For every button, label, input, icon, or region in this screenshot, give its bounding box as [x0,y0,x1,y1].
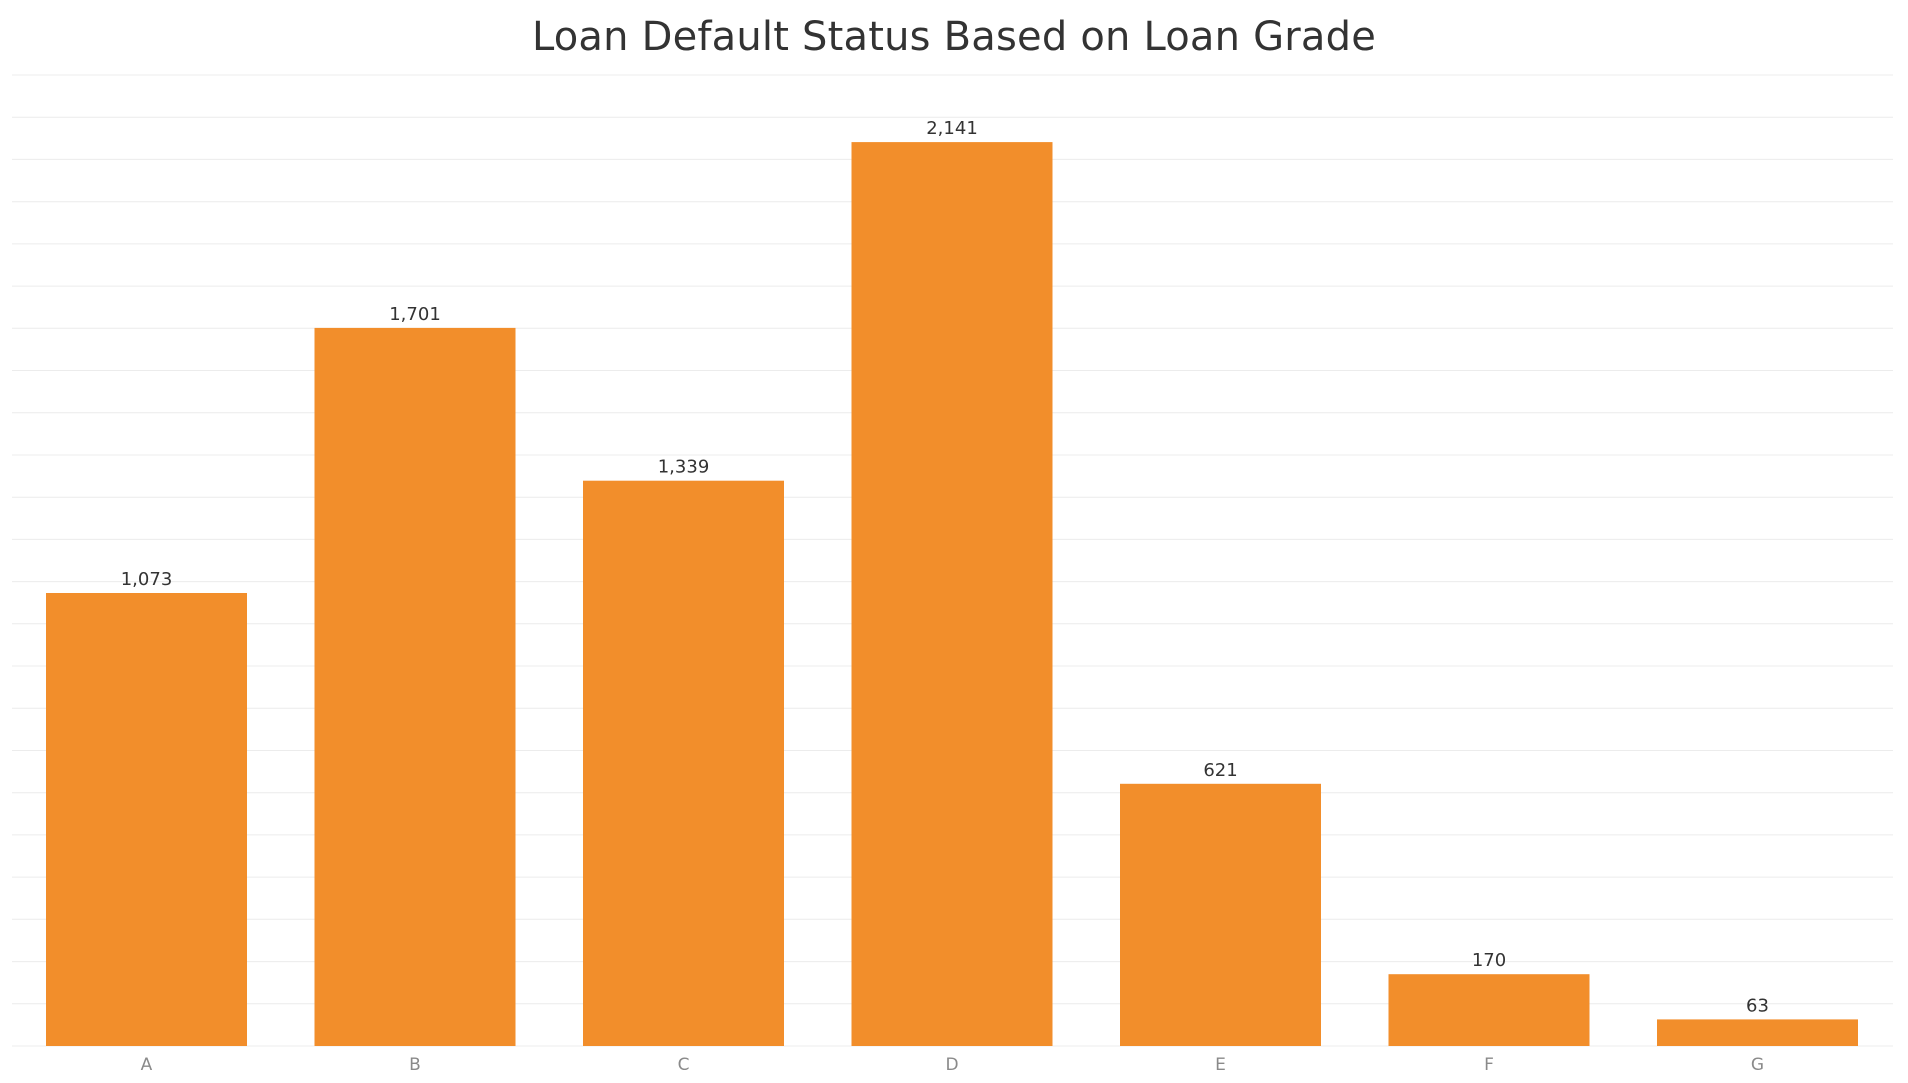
x-tick-label-d: D [945,1055,958,1075]
bar-a [46,593,247,1046]
bar-b [314,327,516,1046]
bar-d [851,142,1053,1047]
x-tick-label-a: A [141,1055,153,1075]
bar-f [1388,974,1590,1046]
value-labels: 1,073 1,701 1,339 2,141 621 170 63 [121,118,1769,1016]
x-tick-label-g: G [1751,1055,1764,1075]
x-tick-label-c: C [678,1055,690,1075]
bars [46,142,1858,1047]
x-tick-label-b: B [409,1055,421,1075]
value-label-d: 2,141 [926,118,978,139]
bar-g [1657,1019,1858,1046]
x-tick-label-f: F [1484,1055,1494,1075]
x-tick-label-e: E [1215,1055,1226,1075]
value-label-f: 170 [1472,950,1506,971]
value-label-b: 1,701 [389,304,441,325]
bar-c [583,480,784,1046]
value-label-e: 621 [1203,760,1237,781]
value-label-a: 1,073 [121,569,173,590]
x-axis-ticks: A B C D E F G [141,1055,1764,1075]
value-label-c: 1,339 [658,457,710,478]
bar-e [1120,783,1321,1046]
value-label-g: 63 [1746,995,1769,1016]
chart-title: Loan Default Status Based on Loan Grade [531,14,1377,60]
